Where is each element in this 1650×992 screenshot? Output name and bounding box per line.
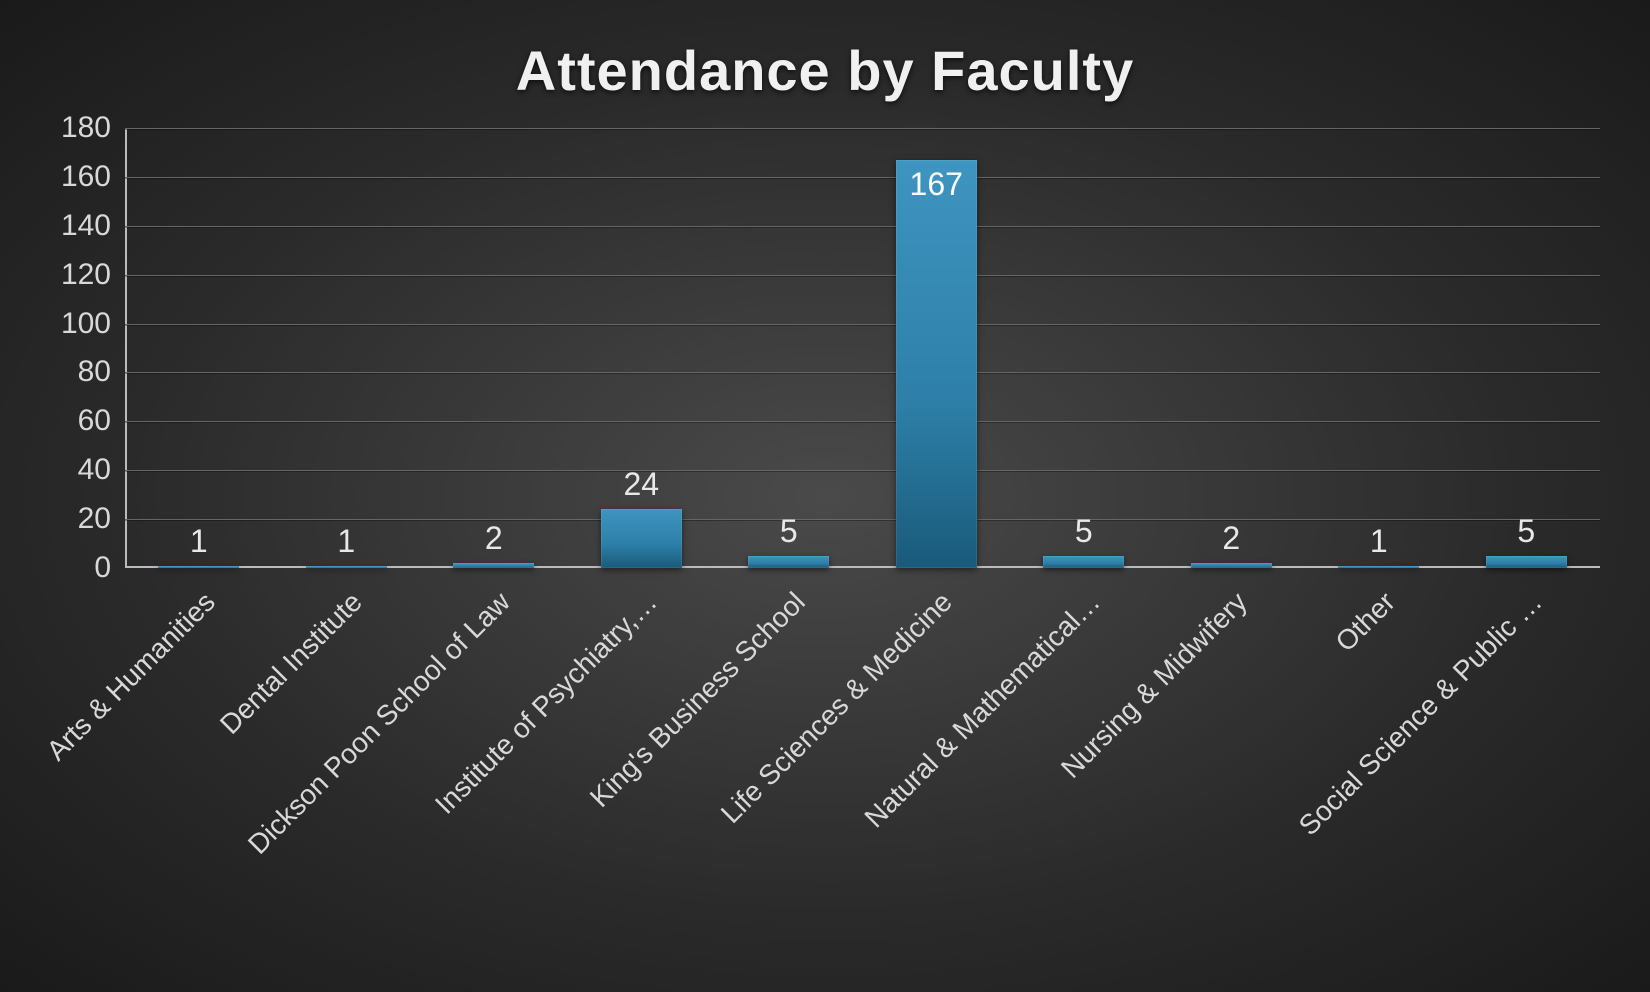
y-tick-label: 80 xyxy=(78,355,111,389)
y-tick-label: 120 xyxy=(61,258,111,292)
chart-title: Attendance by Faculty xyxy=(40,38,1610,103)
x-tick-label: Dickson Poon School of Law xyxy=(242,586,517,861)
bar: 5 xyxy=(748,556,829,568)
grid-line xyxy=(125,128,1600,129)
grid-line xyxy=(125,470,1600,471)
x-tick-label: Natural & Mathematical… xyxy=(858,586,1106,834)
grid-line xyxy=(125,519,1600,520)
bar: 2 xyxy=(453,563,534,568)
grid-line xyxy=(125,372,1600,373)
x-tick-label: Other xyxy=(1329,586,1401,658)
grid-line xyxy=(125,275,1600,276)
bar-value-label: 2 xyxy=(485,520,503,557)
grid-line xyxy=(125,421,1600,422)
grid-line xyxy=(125,226,1600,227)
plot-area: 0204060801001201401601801Arts & Humaniti… xyxy=(125,128,1600,568)
bar-value-label: 24 xyxy=(623,466,659,503)
attendance-bar-chart: Attendance by Faculty 0 20 40 60 80 100 120 140… xyxy=(0,0,1650,992)
bar: 1 xyxy=(306,566,387,568)
y-tick-label: 20 xyxy=(78,502,111,536)
grid-line xyxy=(125,177,1600,178)
y-tick-label: 140 xyxy=(61,209,111,243)
bar: 167 xyxy=(896,160,977,568)
y-tick-label: 160 xyxy=(61,160,111,194)
bar-value-label: 2 xyxy=(1222,520,1240,557)
bar: 5 xyxy=(1043,556,1124,568)
y-tick-label: 60 xyxy=(78,404,111,438)
bar-value-label: 5 xyxy=(1075,513,1093,550)
y-axis-line xyxy=(125,128,127,568)
y-tick-label: 0 xyxy=(94,551,111,585)
bar-value-label: 167 xyxy=(910,166,963,203)
bar-value-label: 1 xyxy=(337,523,355,560)
y-tick-label: 100 xyxy=(61,307,111,341)
x-tick-label: Arts & Humanities xyxy=(40,586,221,767)
x-tick-label: Social Science & Public … xyxy=(1293,586,1549,842)
bar-value-label: 5 xyxy=(780,513,798,550)
y-tick-label: 40 xyxy=(78,453,111,487)
bar: 2 xyxy=(1191,563,1272,568)
bar-value-label: 5 xyxy=(1517,513,1535,550)
bar: 5 xyxy=(1486,556,1567,568)
x-tick-label: Dental Institute xyxy=(214,586,369,741)
bar-value-label: 1 xyxy=(1370,523,1388,560)
bar: 1 xyxy=(1338,566,1419,568)
bar-value-label: 1 xyxy=(190,523,208,560)
bar: 24 xyxy=(601,509,682,568)
grid-line xyxy=(125,324,1600,325)
bar: 1 xyxy=(158,566,239,568)
y-tick-label: 180 xyxy=(61,111,111,145)
